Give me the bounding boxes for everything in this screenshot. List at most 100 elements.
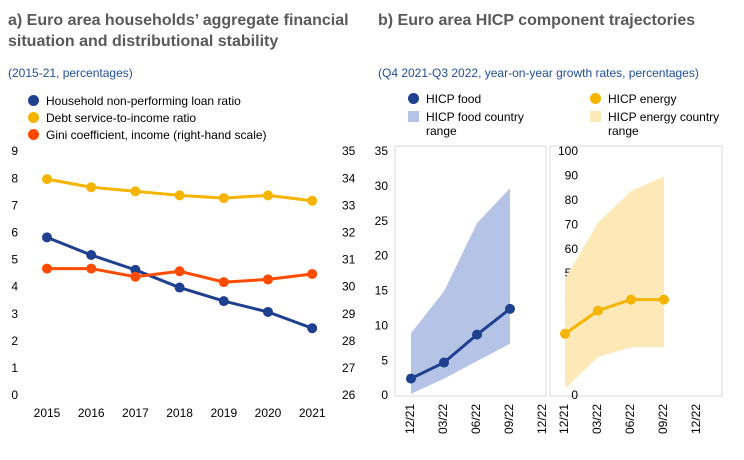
y-tick-label: 6	[11, 226, 18, 240]
data-point	[218, 296, 229, 307]
legend-marker	[28, 112, 39, 123]
x-tick-label: 03/22	[590, 404, 604, 434]
data-point	[86, 263, 97, 274]
data-point	[263, 274, 273, 285]
x-tick-label: 06/22	[469, 404, 483, 434]
y2-tick-label: 35	[342, 144, 356, 158]
x-tick-label: 2018	[166, 406, 193, 420]
y-tick-label: 9	[11, 144, 18, 158]
data-point	[42, 263, 52, 274]
x-tick-label: 06/22	[623, 404, 637, 434]
y-tick-label: 10	[375, 318, 389, 332]
x-tick-label: 12/21	[403, 404, 417, 434]
x-tick-label: 2015	[34, 406, 61, 420]
y2-tick-label: 31	[342, 253, 356, 267]
data-point	[406, 373, 416, 384]
y2-tick-label: 34	[342, 171, 356, 185]
data-point	[307, 195, 318, 206]
x-tick-label: 2017	[122, 406, 149, 420]
x-tick-label: 2016	[78, 406, 105, 420]
legend-item: Gini coefficient, income (right-hand sca…	[28, 128, 328, 142]
y-tick-label: 0	[571, 388, 578, 402]
data-point	[560, 328, 570, 339]
y-tick-label: 30	[375, 179, 389, 193]
legend-item: Household non-performing loan ratio	[28, 94, 328, 108]
data-point	[42, 174, 52, 185]
y-tick-label: 80	[565, 193, 579, 207]
x-tick-label: 12/22	[689, 404, 703, 434]
y-tick-label: 1	[11, 361, 18, 375]
x-tick-label: 09/22	[502, 404, 516, 434]
y-tick-label: 15	[375, 284, 389, 298]
y-tick-label: 70	[565, 217, 579, 231]
y-tick-label: 60	[565, 242, 579, 256]
legend-item: HICP energy	[590, 92, 720, 106]
y2-tick-label: 27	[342, 361, 356, 375]
legend-marker	[28, 95, 39, 106]
y-tick-label: 100	[558, 144, 578, 158]
plot-frame	[549, 145, 723, 397]
data-point	[472, 329, 482, 340]
legend-label: HICP food	[426, 92, 482, 106]
data-point	[86, 250, 97, 261]
data-point	[218, 193, 229, 204]
data-point	[505, 303, 515, 314]
y-tick-label: 5	[381, 353, 388, 367]
legend-marker	[28, 129, 39, 140]
y-tick-label: 3	[11, 307, 18, 321]
data-point	[86, 182, 97, 193]
range-band	[565, 176, 664, 389]
x-tick-label: 12/22	[535, 404, 549, 434]
data-point	[130, 186, 141, 197]
y2-tick-label: 29	[342, 307, 356, 321]
legend-item: HICP energy country range	[590, 110, 720, 138]
data-point	[174, 282, 185, 293]
y-tick-label: 7	[11, 198, 18, 212]
legend-label: Household non-performing loan ratio	[46, 94, 241, 108]
data-point	[42, 232, 52, 243]
panel-b-subtitle: (Q4 2021-Q3 2022, year-on-year growth ra…	[378, 66, 699, 80]
legend-label: Gini coefficient, income (right-hand sca…	[46, 128, 267, 142]
y-tick-label: 90	[565, 169, 579, 183]
y-tick-label: 2	[11, 334, 18, 348]
y2-tick-label: 30	[342, 280, 356, 294]
y-tick-label: 0	[381, 388, 388, 402]
y2-tick-label: 32	[342, 226, 356, 240]
series-line	[410, 307, 511, 380]
panel-a-subtitle: (2015-21, percentages)	[8, 66, 133, 80]
series-line	[564, 298, 664, 336]
data-point	[439, 357, 449, 368]
y-tick-label: 4	[11, 280, 18, 294]
data-point	[593, 305, 603, 316]
data-point	[307, 269, 318, 279]
legend-item: HICP food country range	[408, 110, 528, 138]
y2-tick-label: 28	[342, 334, 356, 348]
y-tick-label: 25	[375, 214, 389, 228]
plot-frame	[394, 145, 547, 397]
data-point	[263, 306, 273, 317]
panel-a-title: a) Euro area households’ aggregate finan…	[8, 12, 349, 50]
data-point	[130, 271, 141, 282]
legend-item: Debt service-to-income ratio	[28, 111, 328, 125]
x-tick-label: 12/21	[557, 404, 571, 434]
legend-marker	[408, 93, 419, 104]
y-tick-label: 0	[11, 388, 18, 402]
y-tick-label: 35	[375, 144, 389, 158]
data-point	[307, 323, 318, 334]
y-tick-label: 8	[11, 171, 18, 185]
y2-tick-label: 33	[342, 198, 356, 212]
x-tick-label: 03/22	[436, 404, 450, 434]
panel-b-title: b) Euro area HICP component trajectories	[378, 12, 696, 29]
legend-label: HICP food country range	[426, 110, 524, 138]
data-point	[659, 294, 669, 305]
x-tick-label: 09/22	[656, 404, 670, 434]
legend-label: HICP energy country range	[608, 110, 720, 138]
legend-label: HICP energy	[608, 92, 677, 106]
data-point	[218, 277, 229, 288]
y2-tick-label: 26	[342, 388, 356, 402]
legend-item: HICP food	[408, 92, 528, 106]
data-point	[174, 190, 185, 201]
y-tick-label: 20	[375, 249, 389, 263]
